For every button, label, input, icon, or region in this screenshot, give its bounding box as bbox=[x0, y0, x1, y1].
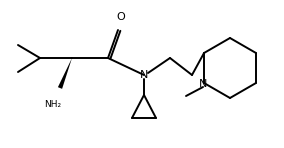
Polygon shape bbox=[58, 58, 72, 89]
Text: O: O bbox=[117, 12, 125, 22]
Text: N: N bbox=[199, 79, 207, 89]
Text: N: N bbox=[140, 70, 148, 80]
Text: NH₂: NH₂ bbox=[44, 100, 62, 109]
